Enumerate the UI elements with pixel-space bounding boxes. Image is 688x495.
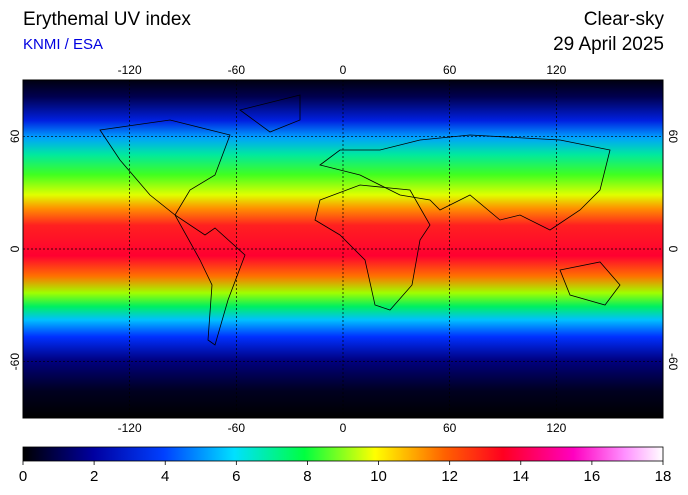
lon-tick-label: -60 [228,63,246,77]
lat-tick-label: 60 [8,129,22,143]
lat-tick-label: 0 [666,246,680,253]
lon-tick-label: -120 [118,421,142,435]
lon-tick-label: 0 [340,421,347,435]
lon-tick-label: 120 [546,63,566,77]
source: KNMI / ESA [23,36,103,53]
colorbar-tick-label: 6 [232,468,240,485]
date: 29 April 2025 [553,34,664,55]
colorbar-tick-label: 4 [161,468,169,485]
lon-tick-label: 120 [546,421,566,435]
lon-tick-label: 0 [340,63,347,77]
colorbar-tick-label: 8 [303,468,311,485]
lon-tick-label: -60 [228,421,246,435]
colorbar [22,446,664,462]
condition: Clear-sky [584,9,665,30]
colorbar-tick-label: 10 [370,468,387,485]
colorbar-tick-label: 12 [441,468,458,485]
lon-tick-label: 60 [443,421,457,435]
lat-tick-label: 0 [8,245,22,252]
lat-tick-label: -60 [8,353,22,371]
colorbar-tick-label: 16 [584,468,601,485]
lon-tick-label: -120 [118,63,142,77]
title: Erythemal UV index [23,9,191,30]
lat-tick-label: 60 [666,130,680,144]
lon-tick-label: 60 [443,63,457,77]
lat-tick-label: -60 [666,353,680,371]
colorbar-tick-label: 14 [512,468,529,485]
colorbar-tick-label: 18 [655,468,672,485]
colorbar-tick-label: 0 [19,468,27,485]
colorbar-tick-label: 2 [90,468,98,485]
